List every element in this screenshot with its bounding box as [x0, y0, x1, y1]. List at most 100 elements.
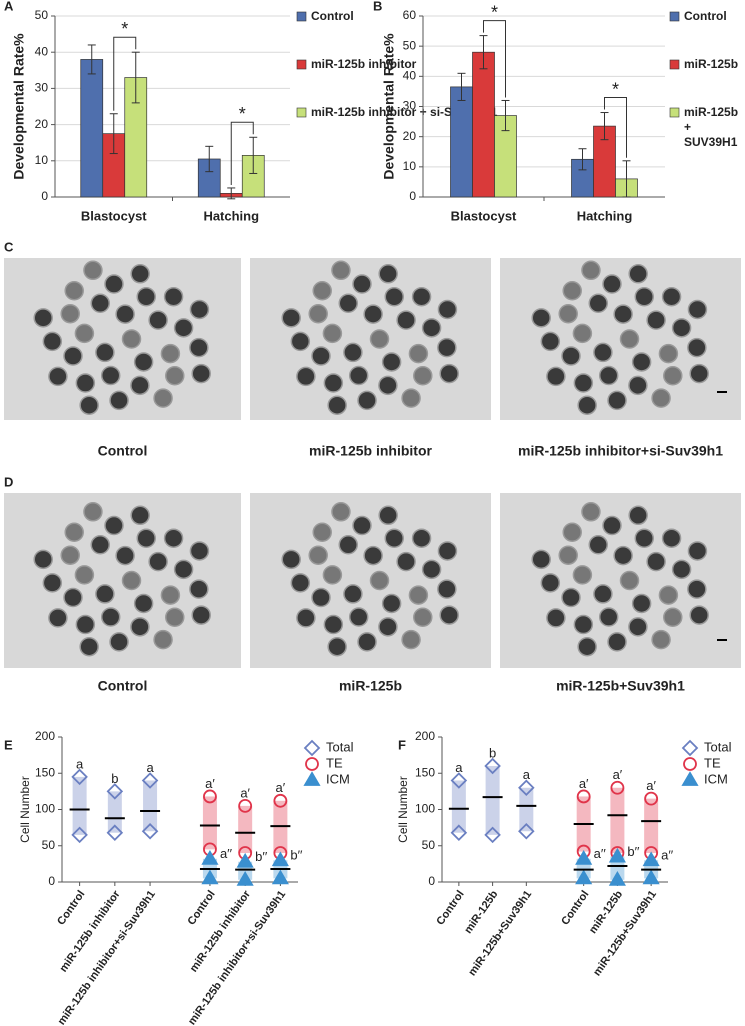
embryo [408, 585, 429, 605]
embryo [651, 388, 671, 408]
x-tick-label: Blastocyst [81, 208, 147, 223]
y-tick-label: 50 [422, 838, 436, 852]
legend-label-box: miR-125b [684, 57, 738, 71]
error-bar [501, 99, 510, 132]
legend-label-box: Control [684, 9, 727, 23]
embryo [562, 522, 582, 542]
embryo [64, 280, 84, 301]
embryo [437, 579, 457, 599]
legend-label: TE [326, 755, 343, 770]
embryo [83, 260, 103, 281]
embryo [290, 573, 311, 593]
embryo [401, 629, 421, 650]
range-min-marker [236, 871, 254, 886]
embryo [661, 528, 682, 548]
embryo [338, 535, 359, 555]
embryo [74, 565, 95, 585]
embryo [343, 584, 363, 604]
range-max-marker [642, 851, 660, 867]
embryo [130, 264, 150, 284]
range-max-marker [484, 757, 501, 775]
y-tick-label: 10 [35, 153, 49, 167]
range-max-marker [518, 779, 535, 797]
embryo [540, 331, 561, 352]
group-letter: a′′ [594, 846, 607, 861]
significance-label: * [491, 2, 498, 22]
y-axis-label: Developmental Rate% [11, 33, 27, 180]
embryo [378, 375, 398, 396]
embryo [531, 549, 551, 570]
y-tick-label: 50 [403, 38, 417, 52]
embryo [48, 608, 68, 628]
embryo [439, 605, 459, 625]
group-letter: b′′ [627, 844, 640, 859]
embryo [408, 343, 429, 364]
embryo [48, 366, 68, 387]
legend-label: TE [704, 755, 721, 770]
embryo [165, 607, 185, 628]
embryo [281, 308, 301, 328]
group-letter: a [455, 760, 463, 775]
bar [80, 59, 104, 198]
legend-label-box: miR-125b + SUV39H1 [684, 105, 738, 149]
embryo [331, 502, 351, 522]
range-min-marker [518, 822, 535, 840]
range-band [644, 798, 659, 853]
embryo [593, 584, 613, 604]
error-bar [131, 51, 140, 104]
embryo [90, 293, 111, 314]
embryo [396, 310, 416, 330]
group-letter: a′′ [220, 846, 233, 861]
embryo [75, 614, 96, 635]
group-letter: a′ [579, 776, 589, 791]
legend-swatch [669, 11, 680, 22]
embryo [343, 342, 363, 363]
embryo [160, 585, 181, 605]
significance-label: * [121, 19, 128, 39]
range-max-marker [106, 783, 124, 800]
image-caption: miR-125b [339, 678, 402, 694]
embryo [561, 346, 581, 366]
range-band [107, 791, 122, 833]
y-tick-label: 60 [403, 8, 417, 22]
x-tick-label: miR-125b [462, 888, 500, 936]
embryo [121, 570, 142, 591]
embryo [352, 515, 372, 536]
x-tick-label: Hatching [203, 208, 259, 223]
legend-marker [683, 757, 697, 771]
embryo [396, 551, 416, 572]
embryo [598, 607, 619, 627]
embryo [352, 274, 372, 294]
embryo [42, 573, 63, 593]
range-band [202, 796, 217, 850]
x-tick-label: miR-125b+Suv39h1 [591, 889, 659, 979]
x-tick-label: Control [186, 889, 218, 928]
group-letter: b [111, 771, 118, 786]
embryo [308, 545, 328, 565]
range-max-marker [575, 850, 593, 865]
embryo [189, 299, 210, 320]
range-band [485, 766, 500, 835]
significance-bracket [483, 20, 506, 98]
panel-label: C [4, 239, 14, 254]
embryo [687, 541, 708, 561]
legend-label: Control [311, 9, 354, 23]
legend-swatch [669, 59, 680, 70]
range-max-marker [271, 851, 289, 867]
embryo [165, 366, 185, 386]
y-tick-label: 30 [403, 99, 417, 113]
significance-label: * [612, 79, 619, 99]
embryo [83, 502, 103, 522]
embryo [558, 303, 578, 324]
embryo [558, 545, 578, 565]
significance-label: * [239, 104, 246, 124]
legend-label-box: miR-125b inhibitor + si-SUV39H1 [311, 105, 497, 119]
group-letter: b′′ [290, 848, 303, 863]
y-tick-label: 100 [35, 802, 55, 816]
embryo [687, 337, 707, 358]
y-tick-label: 50 [42, 838, 56, 852]
range-max-marker [608, 847, 626, 863]
embryo [100, 365, 121, 386]
embryo [133, 352, 154, 372]
